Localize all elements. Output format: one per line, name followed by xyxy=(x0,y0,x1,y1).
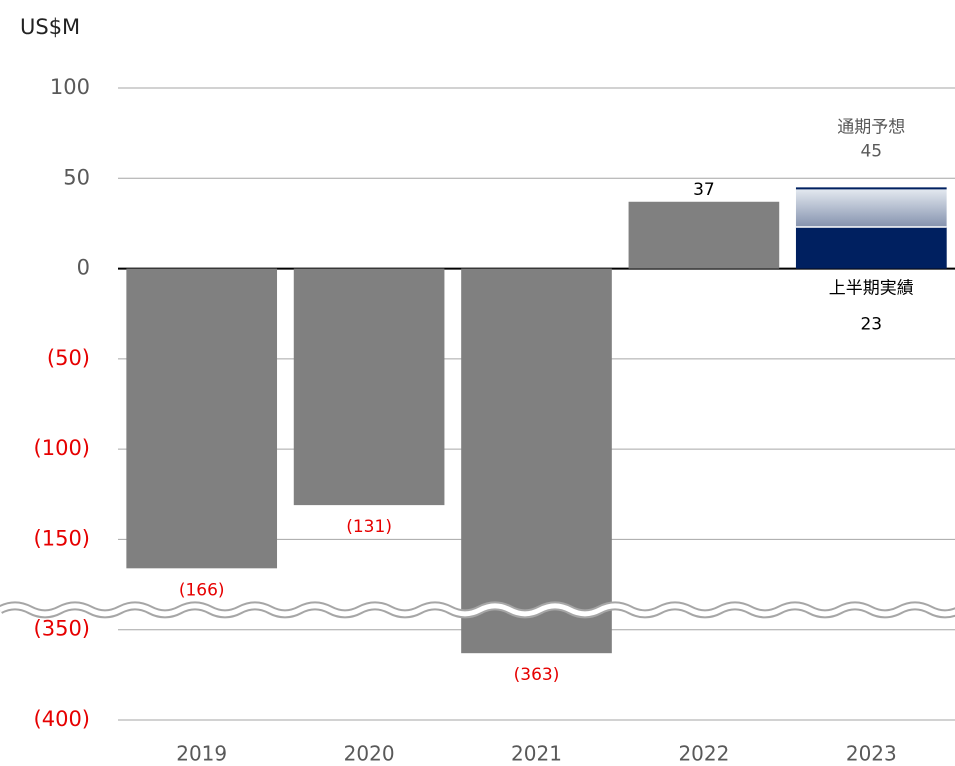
y-tick-label: 100 xyxy=(50,75,90,99)
value-label: (131) xyxy=(346,517,392,537)
actual-bar xyxy=(795,227,947,269)
value-label: (363) xyxy=(514,665,560,685)
bar xyxy=(293,268,445,506)
y-tick-label: (100) xyxy=(34,436,90,460)
x-tick-label: 2019 xyxy=(176,742,227,766)
y-tick-label: (150) xyxy=(34,526,90,550)
x-tick-label: 2021 xyxy=(511,742,562,766)
value-label: (166) xyxy=(179,580,225,600)
forecast-label: 通期予想 xyxy=(837,117,905,137)
actual-label: 上半期実績 xyxy=(829,279,914,299)
x-tick-label: 2020 xyxy=(344,742,395,766)
x-tick-label: 2022 xyxy=(678,742,729,766)
bar xyxy=(126,268,278,569)
value-label: 37 xyxy=(693,180,715,200)
x-tick-label: 2023 xyxy=(846,742,897,766)
axis-break-inner xyxy=(0,603,955,617)
bar xyxy=(461,268,612,654)
y-tick-label: 50 xyxy=(63,165,90,189)
y-tick-label: (50) xyxy=(47,346,90,370)
y-tick-label: (400) xyxy=(34,707,90,731)
y-axis-label: US$M xyxy=(20,15,80,39)
forecast-value: 45 xyxy=(860,141,882,161)
y-tick-label: 0 xyxy=(77,256,90,280)
y-tick-label: (350) xyxy=(34,617,90,641)
bar xyxy=(628,201,780,269)
actual-value: 23 xyxy=(860,315,882,335)
